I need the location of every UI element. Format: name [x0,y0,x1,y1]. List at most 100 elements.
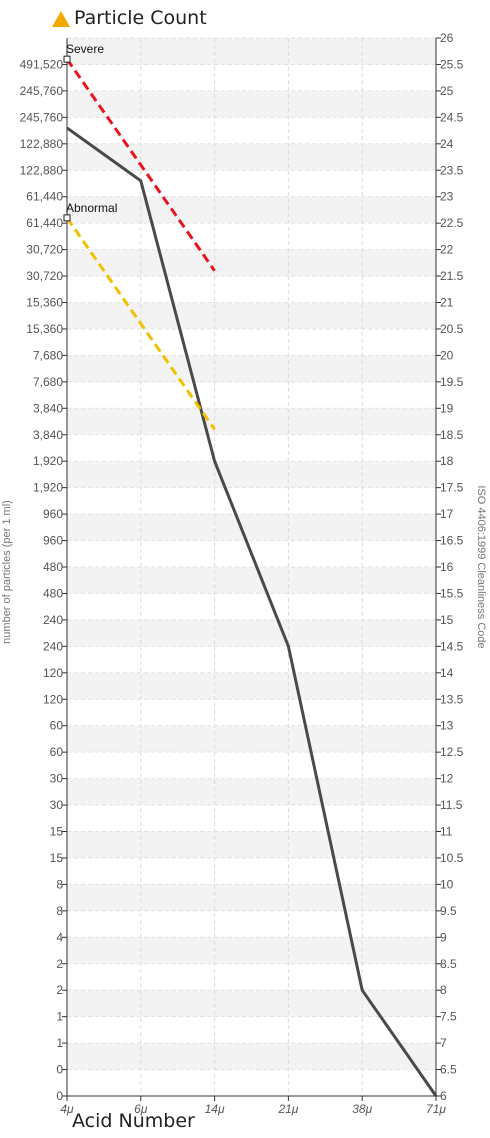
right-tick-label: 12 [440,772,454,786]
left-tick-label: 15,360 [26,296,63,310]
chart-grid [67,37,436,1096]
right-tick-label: 22 [440,243,454,257]
right-tick-label: 19.5 [440,375,464,389]
right-tick-label: 25.5 [440,57,464,71]
left-tick-label: 60 [50,745,64,759]
grid-band [67,990,436,1017]
grid-band [67,567,436,594]
left-tick-label: 480 [43,586,63,600]
left-tick-label: 8 [56,877,63,891]
right-tick-label: 20 [440,348,454,362]
left-tick-label: 30 [50,798,64,812]
right-tick-label: 11 [440,825,453,839]
triangle-icon [52,11,70,27]
right-tick-label: 8 [440,983,447,997]
right-tick-label: 16 [440,560,454,574]
x-tick-label: 14μ [205,1102,225,1116]
right-tick-label: 14 [440,666,454,680]
left-tick-label: 15,360 [26,322,63,336]
right-tick-label: 21.5 [440,269,464,283]
left-tick-label: 7,680 [33,375,63,389]
left-tick-label: 2 [56,983,63,997]
right-tick-label: 17 [440,507,454,521]
left-tick-label: 4 [56,930,63,944]
y2-axis-title: ISO 4406:1999 Cleanliness Code [475,485,487,648]
left-tick-label: 0 [56,1089,63,1103]
grid-band [67,408,436,435]
series-line [66,126,438,1097]
grid-band [67,937,436,964]
left-tick-label: 15 [50,825,64,839]
left-tick-label: 0 [56,1063,63,1077]
left-tick-label: 1 [56,1010,63,1024]
left-tick-label: 15 [50,851,64,865]
grid-band [67,831,436,858]
right-tick-label: 21 [440,296,454,310]
right-tick-label: 23.5 [440,163,464,177]
right-tick-label: 11.5 [440,798,463,812]
left-tick-label: 122,880 [20,163,64,177]
right-tick-label: 24 [440,137,454,151]
left-tick-label: 30,720 [26,243,63,257]
left-tick-label: 1,920 [33,454,63,468]
left-tick-label: 2 [56,957,63,971]
left-tick-label: 245,760 [20,84,64,98]
left-tick-label: 480 [43,560,63,574]
left-tick-label: 240 [43,639,63,653]
left-tick-label: 61,440 [26,190,63,204]
right-tick-label: 13 [440,719,454,733]
grid-band [67,355,436,382]
series-line [65,58,216,272]
right-tick-label: 15 [440,613,454,627]
right-tick-label: 9.5 [440,904,457,918]
left-tick-label: 60 [50,719,64,733]
right-tick-label: 8.5 [440,957,457,971]
left-tick-label: 7,680 [33,348,63,362]
right-tick-label: 7 [440,1036,447,1050]
x-tick-label: 4μ [60,1102,74,1116]
grid-band [67,778,436,806]
grid-band [67,196,436,224]
right-tick-label: 12.5 [440,745,464,759]
right-tick-label: 10 [440,877,454,891]
x-tick-label: 71μ [426,1102,446,1116]
y-axis-title: number of particles (per 1 ml) [1,500,13,644]
right-tick-label: 6 [440,1089,447,1103]
left-tick-label: 960 [43,507,63,521]
left-tick-label: 30,720 [26,269,63,283]
right-tick-label: 18 [440,454,454,468]
chart-axes [62,37,441,1101]
x-tick-label: 6μ [134,1102,148,1116]
left-tick-label: 960 [43,534,63,548]
left-tick-label: 30 [50,772,64,786]
grid-band [67,302,436,329]
chart-bands [67,38,436,1070]
grid-band [67,1043,436,1070]
threshold-label: Abnormal [66,201,117,215]
chart-legend: Particle Count [52,6,207,30]
grid-band [67,672,436,700]
grid-band [67,249,436,277]
chart-labels: 0011224881515303060601201202402404804809… [1,31,487,1116]
right-tick-label: 16.5 [440,534,464,548]
x-tick-label: 38μ [352,1102,372,1116]
right-tick-label: 14.5 [440,639,464,653]
right-tick-label: 6.5 [440,1063,457,1077]
left-tick-label: 491,520 [20,57,64,71]
left-tick-label: 3,840 [33,428,63,442]
left-tick-label: 8 [56,904,63,918]
right-tick-label: 15.5 [440,586,464,600]
left-tick-label: 1,920 [33,481,63,495]
right-tick-label: 20.5 [440,322,464,336]
grid-band [67,884,436,911]
right-tick-label: 18.5 [440,428,464,442]
right-tick-label: 19 [440,401,454,415]
left-tick-label: 61,440 [26,216,63,230]
left-tick-label: 3,840 [33,401,63,415]
right-tick-label: 17.5 [440,481,464,495]
left-tick-label: 120 [43,692,63,706]
right-tick-label: 23 [440,190,454,204]
threshold-label: Severe [66,42,104,56]
x-tick-label: 21μ [277,1102,298,1116]
grid-band [67,725,436,753]
